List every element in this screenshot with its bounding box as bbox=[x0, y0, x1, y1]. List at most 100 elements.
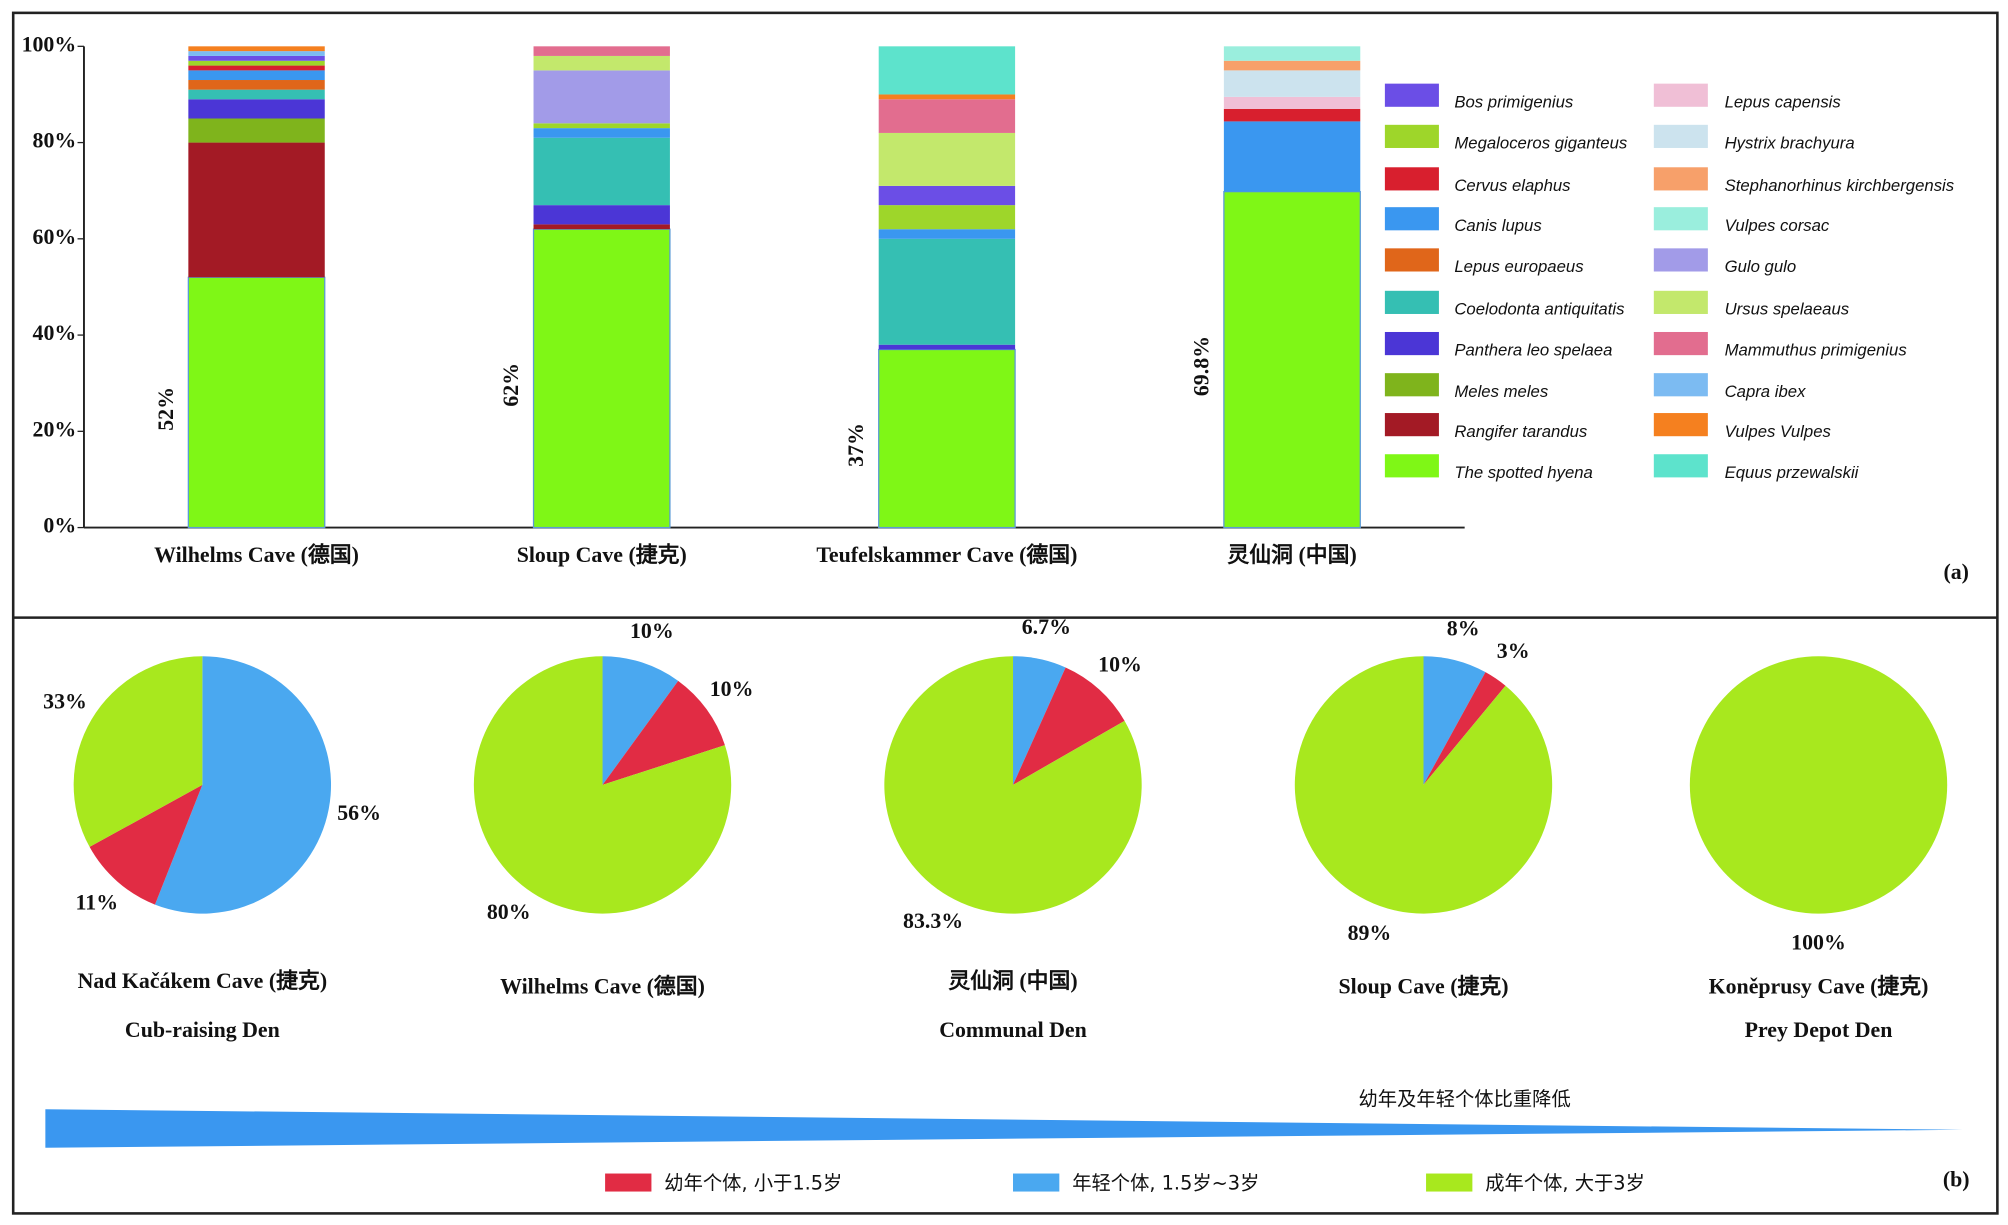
bar-segment bbox=[878, 344, 1016, 350]
data-label: 56% bbox=[337, 801, 381, 825]
y-tick-label: 0% bbox=[43, 514, 76, 538]
legend-swatch bbox=[1384, 454, 1439, 478]
pie-slice bbox=[1013, 667, 1125, 785]
pie-slice bbox=[1423, 672, 1506, 785]
legend-label: Stephanorhinus kirchbergensis bbox=[1725, 176, 1955, 195]
legend-swatch bbox=[1653, 124, 1708, 148]
y-tick-label: 60% bbox=[33, 225, 77, 249]
bar-segment bbox=[878, 185, 1016, 206]
legend-label: 幼年个体, 小于1.5岁 bbox=[664, 1171, 842, 1194]
data-label: 89% bbox=[1348, 921, 1392, 945]
legend-label: Lepus capensis bbox=[1725, 92, 1842, 111]
legend-label: Equus przewalskii bbox=[1725, 463, 1860, 482]
legend-label: Vulpes corsac bbox=[1725, 216, 1830, 235]
legend-swatch bbox=[1426, 1173, 1473, 1192]
legend-label: 成年个体, 大于3岁 bbox=[1485, 1171, 1645, 1194]
legend-swatch bbox=[1653, 207, 1708, 231]
bar-segment bbox=[187, 276, 326, 529]
data-label: 62% bbox=[499, 363, 523, 407]
bar-segment bbox=[188, 70, 325, 81]
legend-swatch bbox=[1384, 373, 1439, 397]
legend-label: Rangifer tarandus bbox=[1454, 422, 1588, 441]
pie-slice bbox=[602, 656, 679, 785]
data-label: 10% bbox=[710, 677, 754, 701]
pie-slice bbox=[1423, 656, 1486, 785]
legend-swatch bbox=[1653, 290, 1708, 314]
data-label: 10% bbox=[1098, 653, 1142, 677]
annotation: 幼年及年轻个体比重降低 bbox=[1359, 1088, 1571, 1111]
bar-segment bbox=[188, 55, 325, 61]
pie-subtitle: Prey Depot Den bbox=[1745, 1018, 1893, 1042]
trend-arrow bbox=[45, 1109, 1963, 1148]
pie-title: Wilhelms Cave (德国) bbox=[500, 973, 705, 998]
x-tick-label: Sloup Cave (捷克) bbox=[517, 542, 687, 567]
bar-segment bbox=[878, 46, 1016, 95]
legend-swatch bbox=[1384, 83, 1439, 107]
data-label: 100% bbox=[1791, 931, 1846, 955]
bar-segment bbox=[188, 118, 325, 143]
bar-segment bbox=[1223, 96, 1361, 109]
legend-swatch bbox=[605, 1173, 652, 1192]
legend-swatch bbox=[1653, 248, 1708, 272]
pie-slice bbox=[1013, 656, 1066, 785]
bar-segment bbox=[878, 229, 1016, 239]
legend-label: Bos primigenius bbox=[1454, 92, 1574, 111]
legend-swatch bbox=[1653, 167, 1708, 191]
frame bbox=[11, 11, 1999, 1215]
pie-slice bbox=[89, 784, 203, 905]
bar-segment bbox=[533, 123, 670, 129]
bar-segment bbox=[188, 80, 325, 90]
pie-title: 灵仙洞 (中国) bbox=[948, 968, 1077, 993]
bar-segment bbox=[878, 99, 1016, 133]
bar-segment bbox=[533, 224, 670, 230]
legend-swatch bbox=[1653, 331, 1708, 356]
bar-segment bbox=[532, 228, 671, 529]
pie-slice bbox=[154, 656, 332, 914]
bar-segment bbox=[533, 55, 670, 71]
data-label: 6.7% bbox=[1022, 615, 1071, 639]
legend-label: Capra ibex bbox=[1725, 382, 1806, 401]
legend-swatch bbox=[1384, 248, 1439, 272]
x-tick-label: Teufelskammer Cave (德国) bbox=[816, 542, 1077, 567]
bar-segment bbox=[188, 142, 325, 278]
data-label: 10% bbox=[630, 619, 674, 643]
legend-label: Megaloceros giganteus bbox=[1454, 134, 1628, 153]
y-tick-label: 100% bbox=[22, 32, 77, 56]
bar-segment bbox=[188, 99, 325, 119]
data-label: 8% bbox=[1447, 616, 1480, 640]
legend-label: Lepus europaeus bbox=[1454, 257, 1584, 276]
pie-slice bbox=[1294, 656, 1553, 914]
legend-label: The spotted hyena bbox=[1454, 463, 1593, 482]
pie-slice bbox=[73, 656, 203, 847]
legend-swatch bbox=[1384, 413, 1439, 437]
legend-label: Panthera leo spelaea bbox=[1454, 341, 1612, 360]
pie-slice bbox=[884, 656, 1142, 914]
y-tick-label: 80% bbox=[33, 129, 77, 153]
bar-segment bbox=[533, 137, 670, 206]
legend-swatch bbox=[1384, 167, 1439, 191]
data-label: 52% bbox=[154, 387, 178, 431]
bar-segment bbox=[878, 94, 1016, 100]
bar-segment bbox=[533, 70, 670, 124]
legend-swatch bbox=[1653, 454, 1708, 478]
bar-segment bbox=[878, 348, 1016, 529]
bar-segment bbox=[1223, 70, 1361, 97]
legend-label: Hystrix brachyura bbox=[1725, 134, 1855, 153]
legend-label: Mammuthus primigenius bbox=[1725, 341, 1908, 360]
bar-segment bbox=[1223, 108, 1361, 122]
bar-segment bbox=[533, 128, 670, 138]
legend-label: Cervus elaphus bbox=[1454, 176, 1571, 195]
data-label: 80% bbox=[487, 900, 531, 924]
legend-swatch bbox=[1653, 373, 1708, 397]
data-label: 11% bbox=[76, 891, 119, 915]
bar-segment bbox=[533, 46, 670, 56]
y-tick-label: 20% bbox=[33, 417, 77, 441]
pie-title: Nad Kačákem Cave (捷克) bbox=[78, 968, 328, 993]
bar-segment bbox=[188, 46, 325, 52]
x-tick-label: Wilhelms Cave (德国) bbox=[154, 542, 359, 567]
bar-segment bbox=[188, 89, 325, 100]
legend-swatch bbox=[1384, 290, 1439, 314]
bar-segment bbox=[188, 60, 325, 66]
pie-title: Koněprusy Cave (捷克) bbox=[1709, 973, 1929, 998]
pie-subtitle: Cub-raising Den bbox=[125, 1018, 280, 1042]
